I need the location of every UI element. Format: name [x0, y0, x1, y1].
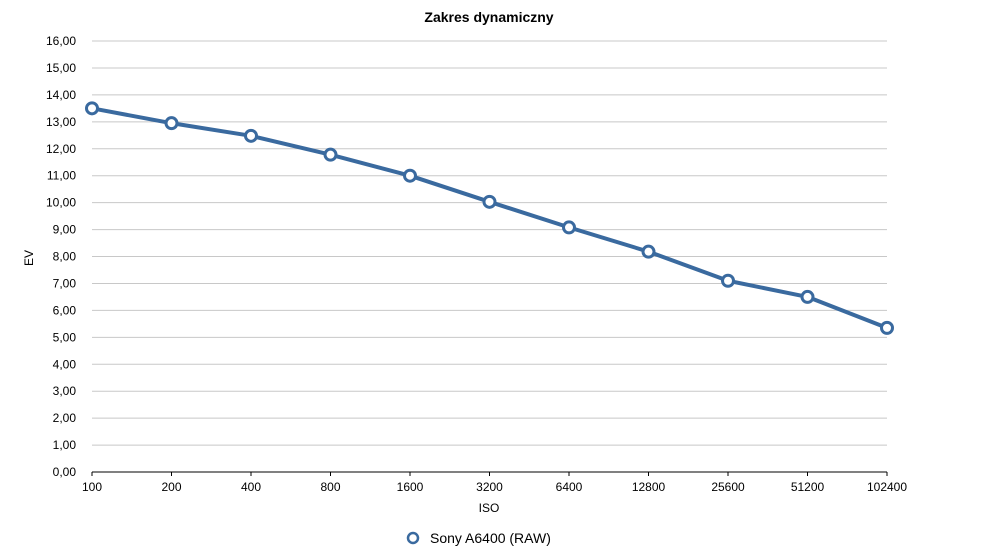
- y-tick-label: 6,00: [53, 303, 77, 317]
- x-tick-label: 400: [241, 480, 261, 494]
- data-point: [880, 320, 894, 335]
- y-tick-label: 11,00: [47, 169, 76, 183]
- x-tick-label: 1600: [397, 480, 424, 494]
- y-tick-label: 16,00: [46, 34, 76, 48]
- data-point: [562, 220, 576, 235]
- y-tick-label: 5,00: [53, 330, 77, 344]
- y-tick-label: 2,00: [53, 411, 77, 425]
- data-point: [482, 194, 497, 209]
- y-axis-label: EV: [22, 250, 36, 266]
- series-line: [90, 106, 889, 330]
- data-point: [244, 128, 258, 143]
- data-point: [323, 147, 338, 162]
- data-series: [85, 101, 894, 335]
- data-point: [721, 273, 735, 288]
- data-point: [164, 116, 179, 131]
- y-tick-label: 10,00: [46, 196, 76, 210]
- y-tick-label: 13,00: [46, 115, 76, 129]
- x-tick-label: 3200: [476, 480, 503, 494]
- x-tick-label: 51200: [791, 480, 825, 494]
- data-point: [85, 101, 99, 116]
- y-tick-label: 3,00: [53, 384, 77, 398]
- x-tick-label: 25600: [711, 480, 745, 494]
- legend-label: Sony A6400 (RAW): [430, 530, 551, 546]
- y-tick-label: 14,00: [46, 88, 76, 102]
- y-tick-label: 4,00: [53, 357, 77, 371]
- chart-title: Zakres dynamiczny: [424, 9, 553, 25]
- y-tick-label: 9,00: [53, 223, 77, 237]
- x-tick-label: 100: [82, 480, 102, 494]
- y-tick-label: 0,00: [53, 465, 77, 479]
- y-tick-label: 7,00: [53, 276, 77, 290]
- x-axis-label: ISO: [479, 501, 500, 515]
- data-point: [403, 168, 417, 183]
- data-point: [800, 289, 815, 304]
- x-tick-label: 6400: [556, 480, 583, 494]
- axes: 0,00 1,00 2,00 3,00 4,00 5,00 6,00 7,00 8,00 9,00…: [46, 34, 907, 494]
- x-tick-label: 12800: [632, 480, 666, 494]
- x-tick-label: 102400: [867, 480, 907, 494]
- legend-marker: [406, 531, 420, 545]
- y-tick-label: 8,00: [53, 250, 77, 264]
- data-point: [641, 244, 656, 259]
- y-tick-label: 1,00: [53, 438, 77, 452]
- legend: Sony A6400 (RAW): [406, 530, 551, 546]
- y-tick-label: 12,00: [46, 142, 76, 156]
- x-tick-label: 800: [320, 480, 340, 494]
- y-tick-label: 15,00: [46, 61, 76, 75]
- x-tick-label: 200: [161, 480, 181, 494]
- gridlines: [92, 40, 887, 446]
